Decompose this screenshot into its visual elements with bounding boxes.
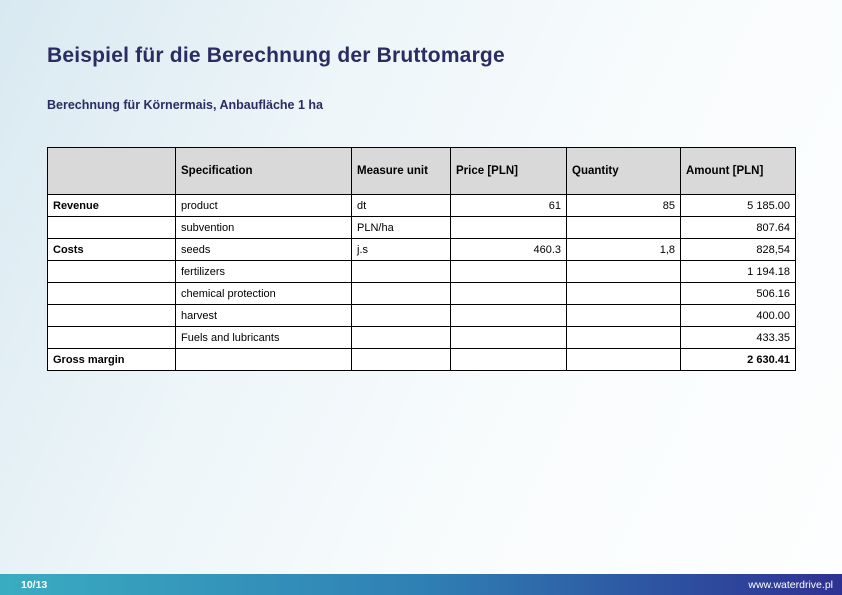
table-row: harvest 400.00 [47, 304, 796, 327]
header-amount: Amount [PLN] [680, 147, 796, 195]
cell-price [450, 282, 567, 305]
cell-unit [351, 348, 451, 371]
cell-amount: 400.00 [680, 304, 796, 327]
cell-specification: subvention [175, 216, 352, 239]
table-row: chemical protection 506.16 [47, 282, 796, 305]
cell-quantity [566, 282, 681, 305]
cell-quantity [566, 304, 681, 327]
cell-quantity [566, 260, 681, 283]
table-row: Revenue product dt 61 85 5 185.00 [47, 194, 796, 217]
row-label [47, 326, 176, 349]
header-price: Price [PLN] [450, 147, 567, 195]
row-label [47, 216, 176, 239]
page-subtitle: Berechnung für Körnermais, Anbaufläche 1… [47, 98, 323, 112]
cell-amount: 506.16 [680, 282, 796, 305]
cell-quantity [566, 326, 681, 349]
cell-amount: 5 185.00 [680, 194, 796, 217]
cell-unit: PLN/ha [351, 216, 451, 239]
website-url: www.waterdrive.pl [748, 578, 833, 591]
cell-amount: 433.35 [680, 326, 796, 349]
cell-unit [351, 282, 451, 305]
header-category [47, 147, 176, 195]
table-row-gross-margin: Gross margin 2 630.41 [47, 348, 796, 371]
cell-specification: seeds [175, 238, 352, 261]
row-label [47, 304, 176, 327]
cell-price [450, 348, 567, 371]
row-label [47, 282, 176, 305]
cell-price [450, 216, 567, 239]
cell-price: 460.3 [450, 238, 567, 261]
cell-amount: 828,54 [680, 238, 796, 261]
cell-unit: dt [351, 194, 451, 217]
table-row: subvention PLN/ha 807.64 [47, 216, 796, 239]
page-title: Beispiel für die Berechnung der Bruttoma… [47, 44, 505, 67]
table-row: Fuels and lubricants 433.35 [47, 326, 796, 349]
cell-unit [351, 326, 451, 349]
cell-quantity: 85 [566, 194, 681, 217]
cell-amount: 1 194.18 [680, 260, 796, 283]
row-label: Costs [47, 238, 176, 261]
cell-quantity [566, 216, 681, 239]
row-label: Gross margin [47, 348, 176, 371]
cell-price [450, 326, 567, 349]
page-number: 10/13 [21, 578, 48, 591]
cell-specification [175, 348, 352, 371]
header-specification: Specification [175, 147, 352, 195]
header-measure-unit: Measure unit [351, 147, 451, 195]
cell-specification: chemical protection [175, 282, 352, 305]
gross-margin-table: Specification Measure unit Price [PLN] Q… [47, 147, 796, 371]
cell-price: 61 [450, 194, 567, 217]
cell-amount: 807.64 [680, 216, 796, 239]
cell-price [450, 260, 567, 283]
header-quantity: Quantity [566, 147, 681, 195]
cell-unit [351, 260, 451, 283]
table-header-row: Specification Measure unit Price [PLN] Q… [47, 147, 796, 195]
table-row: fertilizers 1 194.18 [47, 260, 796, 283]
cell-specification: Fuels and lubricants [175, 326, 352, 349]
cell-specification: fertilizers [175, 260, 352, 283]
cell-specification: product [175, 194, 352, 217]
cell-quantity: 1,8 [566, 238, 681, 261]
cell-unit: j.s [351, 238, 451, 261]
cell-quantity [566, 348, 681, 371]
row-label: Revenue [47, 194, 176, 217]
cell-price [450, 304, 567, 327]
footer-bar: 10/13 www.waterdrive.pl [0, 574, 842, 595]
table-row: Costs seeds j.s 460.3 1,8 828,54 [47, 238, 796, 261]
cell-amount: 2 630.41 [680, 348, 796, 371]
row-label [47, 260, 176, 283]
cell-unit [351, 304, 451, 327]
cell-specification: harvest [175, 304, 352, 327]
